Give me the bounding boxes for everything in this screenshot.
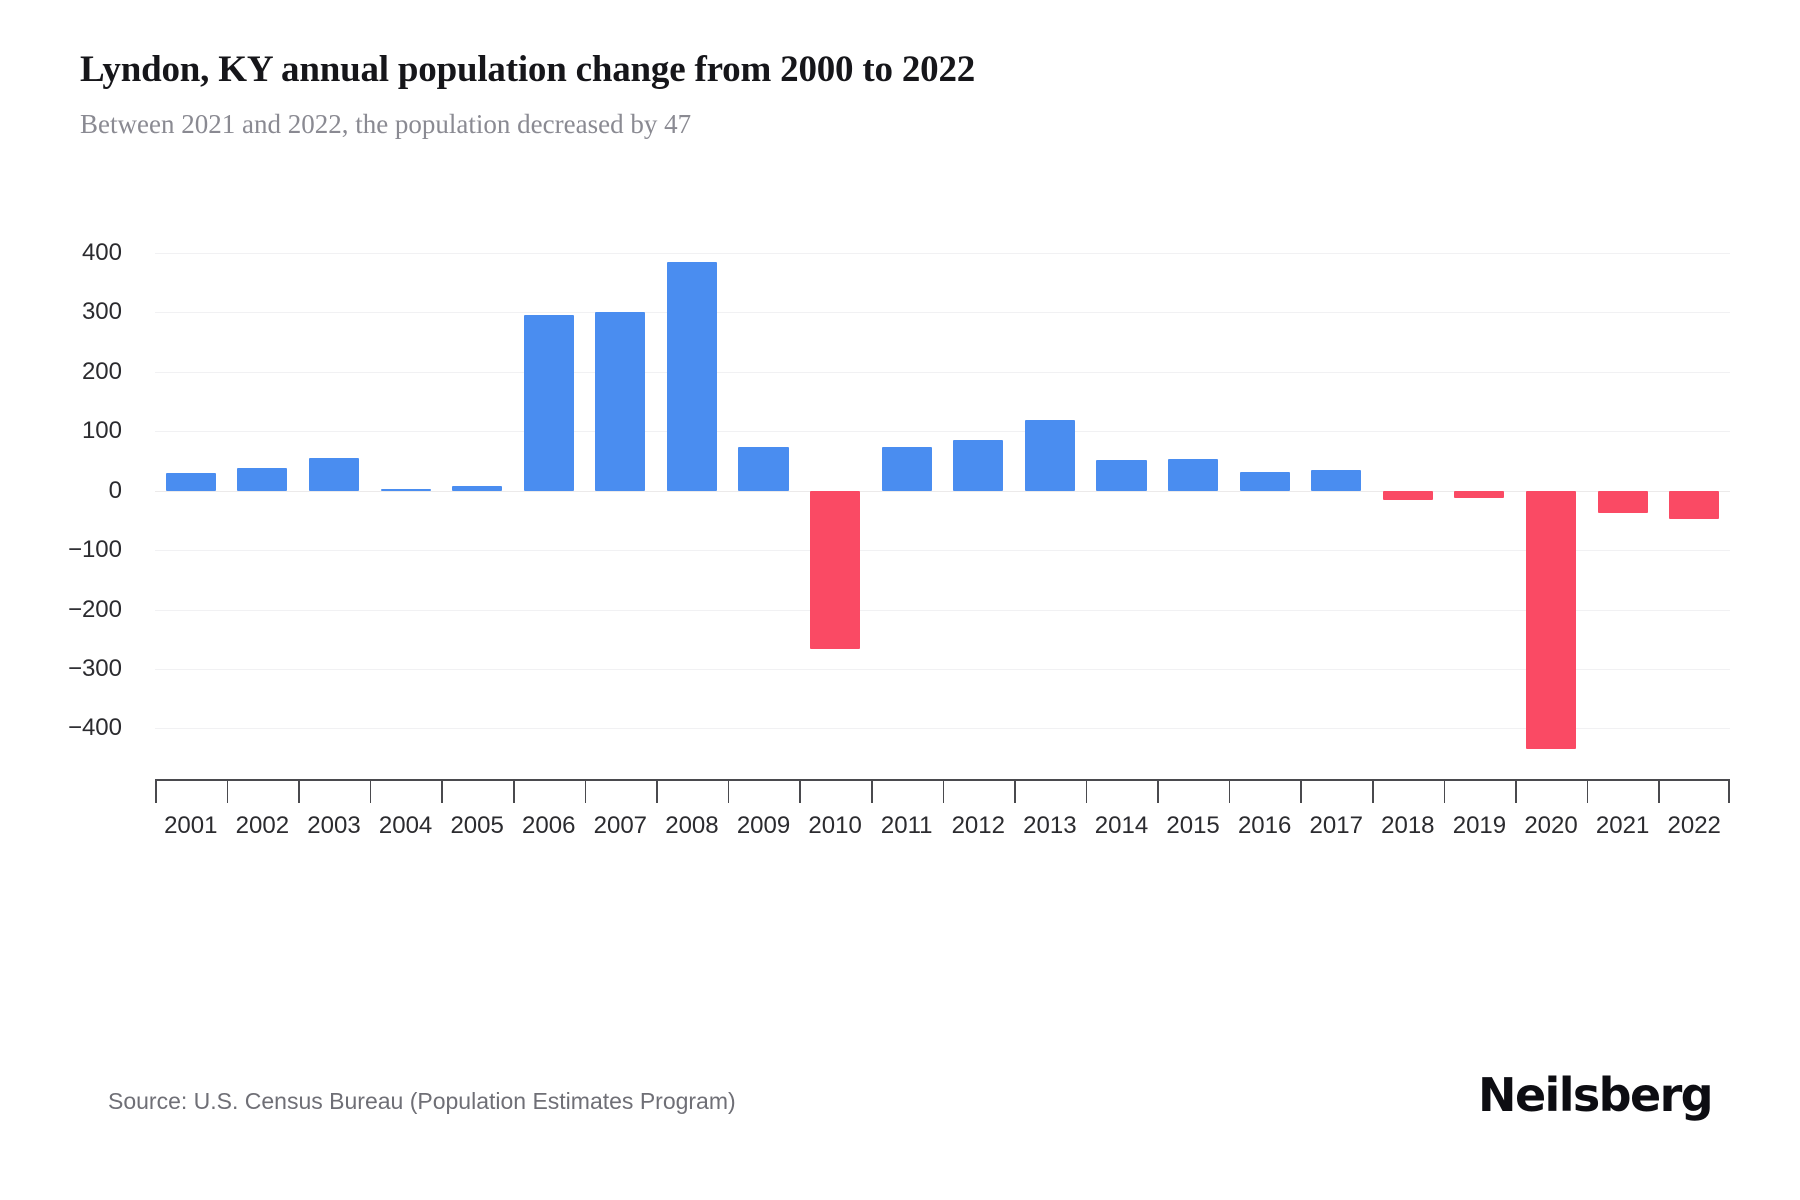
x-axis-tick	[656, 781, 658, 803]
bar-2010[interactable]	[810, 490, 861, 649]
x-axis-tick	[1014, 781, 1016, 803]
source-note: Source: U.S. Census Bureau (Population E…	[108, 1088, 736, 1114]
gridline	[155, 668, 1730, 670]
x-axis-tick-label: 2014	[1094, 812, 1149, 839]
bar-2013[interactable]	[1024, 419, 1075, 491]
bar-2004[interactable]	[380, 489, 431, 492]
x-axis-tick	[727, 781, 730, 803]
x-axis-tick	[155, 781, 157, 803]
x-axis-tick-label: 2002	[235, 812, 290, 839]
bar-2007[interactable]	[595, 311, 646, 491]
bar-2022[interactable]	[1669, 490, 1720, 519]
y-axis-tick-label: 200	[81, 357, 122, 385]
bar-2017[interactable]	[1311, 470, 1362, 491]
y-axis-tick-label: 100	[81, 417, 122, 445]
x-axis-tick-label: 2017	[1309, 812, 1363, 839]
bar-series	[155, 0, 1730, 1200]
x-axis-labels: 2001 2002 2003 2004 2005 2006 2007 2008 2009 2010…	[155, 812, 1730, 852]
x-axis-tick	[1372, 781, 1374, 803]
x-axis-tick	[369, 781, 372, 803]
x-axis-tick-label: 2008	[665, 812, 719, 839]
bar-2016[interactable]	[1239, 471, 1290, 491]
bar-2005[interactable]	[452, 486, 503, 491]
x-axis-tick-label: 2005	[450, 812, 504, 839]
x-axis-tick	[1658, 781, 1660, 803]
x-axis-tick-label: 2011	[880, 812, 933, 839]
x-axis-tick	[1728, 781, 1730, 803]
bar-2019[interactable]	[1454, 490, 1505, 498]
y-axis-tick-label: −400	[67, 714, 122, 742]
brand-logo: Neilsberg	[1478, 1068, 1714, 1122]
gridline	[155, 609, 1730, 611]
x-axis-tick-label: 2009	[736, 812, 791, 839]
x-axis-tick-label: 2001	[164, 812, 218, 839]
bar-2018[interactable]	[1382, 490, 1433, 501]
bar-2009[interactable]	[738, 447, 789, 491]
bar-2011[interactable]	[881, 446, 932, 491]
x-axis-tick	[441, 781, 443, 803]
bar-2001[interactable]	[165, 472, 216, 491]
gridline	[155, 728, 1730, 730]
x-axis-tick-label: 2020	[1524, 812, 1578, 839]
gridline	[155, 312, 1730, 314]
x-axis-tick-label: 2003	[307, 812, 361, 839]
bar-2014[interactable]	[1096, 459, 1147, 491]
page-title: Lyndon, KY annual population change from…	[80, 49, 976, 90]
x-axis-tick	[584, 781, 587, 803]
x-axis-tick	[799, 781, 801, 803]
x-axis-ticks	[155, 781, 1730, 803]
x-axis-tick	[1085, 781, 1088, 803]
x-axis-tick-label: 2016	[1237, 812, 1292, 839]
gridline	[155, 550, 1730, 552]
bar-2006[interactable]	[523, 315, 574, 491]
bar-2003[interactable]	[308, 457, 360, 491]
x-axis-tick-label: 2007	[593, 812, 648, 839]
x-axis-tick	[942, 781, 945, 803]
bar-2020[interactable]	[1525, 490, 1577, 749]
x-axis-tick	[1586, 781, 1589, 803]
x-axis-tick-label: 2013	[1023, 812, 1077, 839]
x-axis-tick-label: 2006	[522, 812, 576, 839]
y-axis-tick-label: −100	[67, 536, 122, 564]
x-axis-tick-label: 2015	[1166, 812, 1220, 839]
y-axis-tick-label: 0	[108, 476, 122, 504]
x-axis-tick	[1157, 781, 1159, 803]
y-axis-tick-label: −300	[67, 654, 122, 682]
chart-subtitle: Between 2021 and 2022, the population de…	[80, 108, 692, 139]
bar-2021[interactable]	[1597, 490, 1648, 513]
y-axis-labels: 400 300 200 100 0 −100 −200 −300 −400	[0, 0, 140, 1200]
y-axis-tick-label: −200	[67, 595, 122, 623]
x-axis-tick	[1515, 781, 1517, 803]
x-axis-tick-label: 2021	[1595, 812, 1650, 839]
x-axis-tick-label: 2022	[1667, 812, 1721, 839]
x-axis-tick	[512, 781, 515, 803]
x-axis-tick	[1300, 781, 1303, 803]
gridline	[155, 371, 1730, 373]
chart-header: Lyndon, KY annual population change from…	[80, 48, 1720, 140]
gridline	[155, 490, 1730, 492]
gridline	[155, 252, 1730, 254]
y-axis-tick-label: 400	[81, 238, 122, 266]
x-axis-tick-label: 2004	[378, 812, 433, 839]
x-axis-tick	[1443, 781, 1446, 803]
gridlines	[155, 0, 1730, 1200]
x-axis-tick	[298, 781, 300, 803]
x-axis-tick-label: 2019	[1452, 812, 1507, 839]
x-axis-tick-label: 2010	[808, 812, 862, 839]
gridline	[155, 431, 1730, 433]
bar-2015[interactable]	[1168, 459, 1219, 491]
x-axis-tick-label: 2012	[951, 812, 1005, 839]
bar-2012[interactable]	[953, 440, 1004, 491]
x-axis-line	[155, 779, 1730, 781]
x-axis-tick	[226, 781, 229, 803]
x-axis-tick	[870, 781, 873, 803]
bar-2002[interactable]	[237, 468, 288, 491]
bar-2008[interactable]	[666, 262, 717, 491]
x-axis-tick-label: 2018	[1381, 812, 1435, 839]
y-axis-tick-label: 300	[81, 298, 122, 326]
x-axis-tick	[1228, 781, 1231, 803]
